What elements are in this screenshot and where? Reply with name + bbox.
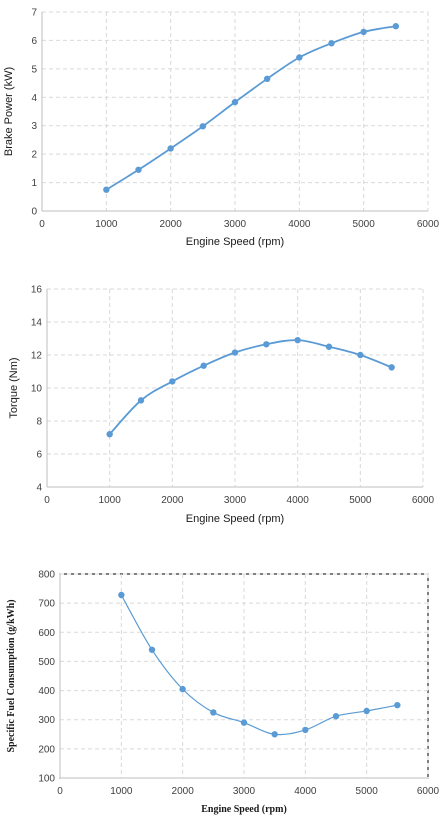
x-tick-label: 4000 bbox=[287, 495, 310, 506]
data-point bbox=[363, 707, 370, 715]
data-point bbox=[392, 23, 400, 30]
data-point bbox=[263, 341, 270, 348]
x-tick-label: 1000 bbox=[95, 219, 118, 230]
x-tick-label: 0 bbox=[39, 219, 45, 230]
data-point bbox=[325, 343, 333, 350]
y-tick-label: 10 bbox=[31, 384, 43, 395]
x-axis-label: Engine Speed (rpm) bbox=[201, 804, 287, 815]
data-point bbox=[179, 685, 186, 693]
data-point bbox=[106, 431, 113, 438]
y-tick-label: 200 bbox=[38, 744, 55, 755]
x-tick-label: 2000 bbox=[160, 219, 183, 230]
data-point bbox=[328, 40, 335, 47]
y-tick-label: 100 bbox=[38, 774, 55, 785]
y-tick-label: 12 bbox=[31, 351, 43, 362]
y-tick-label: 4 bbox=[31, 93, 37, 104]
data-point bbox=[169, 378, 176, 385]
x-tick-label: 1000 bbox=[99, 495, 122, 506]
data-point bbox=[271, 731, 278, 738]
y-axis-label: Brake Power (kW) bbox=[3, 67, 15, 156]
data-point bbox=[118, 591, 125, 599]
data-point bbox=[357, 351, 364, 359]
data-point bbox=[296, 54, 303, 61]
data-point bbox=[200, 362, 207, 369]
data-point bbox=[360, 28, 367, 36]
data-point bbox=[394, 701, 401, 709]
data-point bbox=[332, 713, 340, 720]
sfc-chart: 100 200 300 400 500 600 700 800 0 1000 2000 3000 400… bbox=[6, 570, 439, 816]
y-tick-label: 6 bbox=[36, 450, 42, 461]
data-point bbox=[199, 123, 207, 130]
x-tick-label: 5000 bbox=[349, 495, 372, 506]
data-point bbox=[302, 726, 309, 734]
data-point bbox=[103, 186, 110, 193]
y-tick-label: 400 bbox=[38, 686, 55, 697]
series-line bbox=[109, 339, 392, 435]
data-point bbox=[240, 719, 248, 726]
x-tick-label: 6000 bbox=[417, 786, 439, 797]
data-point bbox=[210, 709, 217, 716]
x-tick-label: 0 bbox=[44, 495, 50, 506]
y-tick-label: 0 bbox=[31, 207, 37, 218]
x-tick-label: 5000 bbox=[353, 219, 376, 230]
y-tick-label: 500 bbox=[38, 657, 55, 668]
x-tick-label: 4000 bbox=[294, 786, 317, 797]
y-tick-label: 300 bbox=[38, 715, 55, 726]
data-point bbox=[137, 397, 145, 404]
y-axis-label: Torque (Nm) bbox=[8, 357, 20, 418]
y-tick-label: 1 bbox=[31, 178, 37, 189]
x-tick-label: 6000 bbox=[412, 495, 435, 506]
brake-power-chart: 0 1 2 3 4 5 6 7 0 1000 2000 3000 4000 5000 6000 Engine … bbox=[3, 8, 439, 249]
x-tick-label: 4000 bbox=[288, 219, 311, 230]
y-tick-label: 16 bbox=[31, 285, 43, 296]
data-point bbox=[231, 98, 239, 106]
y-axis-label: Specific Fuel Consumption (g/kWh) bbox=[6, 599, 17, 752]
x-tick-label: 2000 bbox=[161, 495, 184, 506]
y-tick-label: 2 bbox=[31, 150, 37, 161]
x-tick-label: 0 bbox=[57, 786, 63, 797]
y-tick-label: 4 bbox=[36, 483, 42, 494]
x-tick-label: 1000 bbox=[110, 786, 133, 797]
data-point bbox=[135, 166, 142, 173]
y-tick-label: 600 bbox=[38, 628, 55, 639]
data-point bbox=[263, 75, 271, 83]
x-tick-label: 2000 bbox=[172, 786, 195, 797]
x-tick-label: 3000 bbox=[224, 219, 247, 230]
y-tick-label: 7 bbox=[31, 8, 37, 19]
torque-chart: 4 6 8 10 12 14 16 0 1000 2000 3000 4000 5000 6000 Engi… bbox=[8, 285, 435, 526]
y-tick-label: 5 bbox=[31, 64, 37, 75]
y-tick-label: 8 bbox=[36, 417, 42, 428]
x-tick-label: 3000 bbox=[233, 786, 256, 797]
y-tick-label: 800 bbox=[38, 570, 55, 581]
y-tick-label: 14 bbox=[31, 318, 43, 329]
data-point bbox=[167, 145, 174, 152]
data-point bbox=[388, 364, 395, 371]
series-line bbox=[120, 594, 398, 736]
x-axis-label: Engine Speed (rpm) bbox=[186, 236, 284, 248]
data-point bbox=[294, 336, 301, 344]
data-point bbox=[148, 646, 156, 653]
data-point bbox=[231, 349, 239, 356]
y-tick-label: 700 bbox=[38, 599, 55, 610]
series-line bbox=[105, 25, 396, 191]
y-tick-label: 6 bbox=[31, 36, 37, 47]
x-tick-label: 6000 bbox=[417, 219, 439, 230]
x-axis-label: Engine Speed (rpm) bbox=[186, 513, 284, 525]
x-tick-label: 5000 bbox=[356, 786, 379, 797]
x-tick-label: 3000 bbox=[224, 495, 247, 506]
y-tick-label: 3 bbox=[31, 121, 37, 132]
